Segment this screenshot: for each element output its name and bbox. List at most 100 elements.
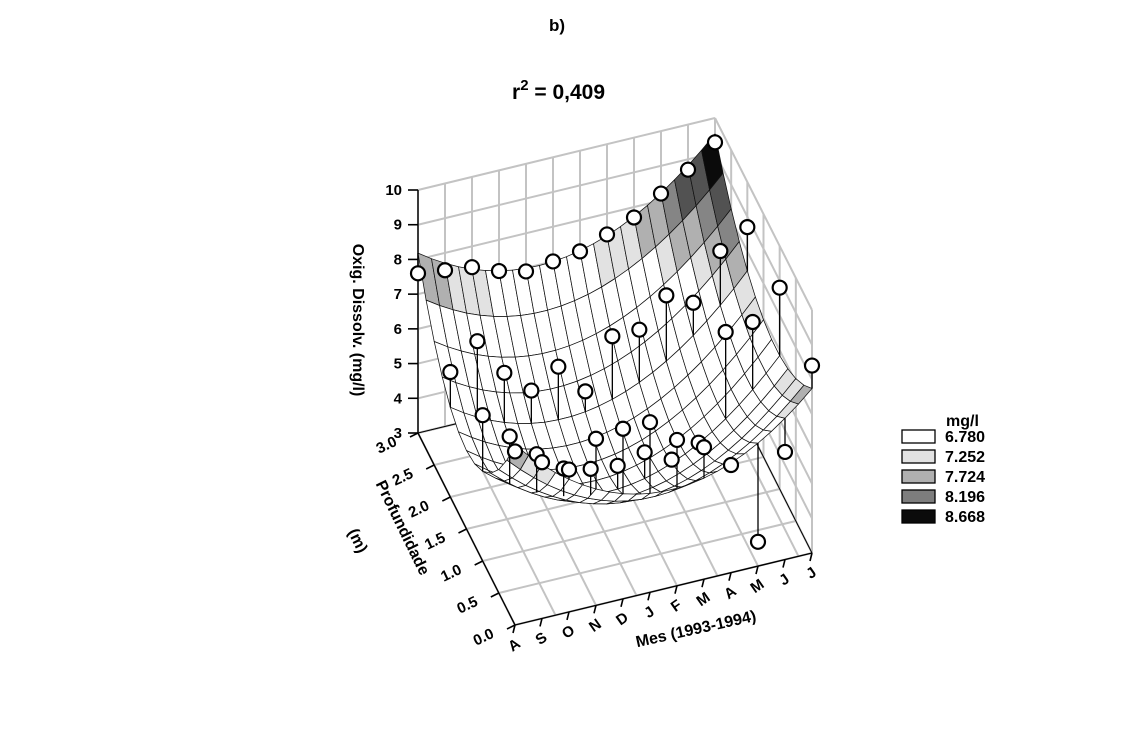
month-tick: [593, 605, 597, 614]
depth-tick-label: 1.5: [422, 529, 448, 553]
legend-value: 6.780: [945, 429, 985, 446]
rightwall-gridline: [714, 152, 813, 346]
z-tick-label: 10: [385, 182, 402, 199]
data-point-marker: [631, 321, 648, 338]
data-point-marker: [652, 185, 670, 202]
month-tick-label: O: [559, 622, 579, 643]
month-tick: [701, 578, 705, 588]
data-point-marker: [604, 328, 621, 345]
data-point-marker: [490, 262, 508, 280]
legend-swatch: [901, 449, 936, 464]
data-point-marker: [550, 358, 567, 375]
y-axis-title-group: Profundidade (m): [344, 478, 432, 578]
month-tick-label: D: [613, 609, 632, 629]
month-tick: [566, 611, 570, 621]
month-tick-label: F: [668, 596, 685, 615]
legend-value: 7.724: [945, 469, 985, 486]
month-tick-label: M: [693, 589, 713, 610]
month-tick: [809, 552, 813, 562]
data-point-marker: [533, 454, 551, 471]
depth-tick-label: 2.0: [406, 497, 432, 521]
month-axis-edge: [514, 552, 813, 626]
month-tick-label: J: [803, 564, 820, 583]
data-point-marker: [571, 243, 589, 260]
backwall-gridline: [417, 117, 716, 191]
floor-gridline: [498, 520, 797, 594]
depth-tick: [409, 432, 419, 438]
legend-swatch: [901, 469, 936, 484]
r-squared-base: r: [512, 81, 520, 104]
data-point-marker: [695, 439, 713, 456]
data-point-marker: [636, 444, 653, 461]
data-point-marker: [501, 428, 518, 445]
z-tick-label: 9: [394, 217, 402, 234]
data-point-marker: [803, 357, 821, 374]
data-point-marker: [560, 461, 578, 478]
z-tick-label: 7: [394, 286, 402, 303]
month-tick-label: M: [747, 576, 767, 597]
data-point-marker: [436, 262, 454, 279]
data-point-marker: [474, 407, 491, 424]
legend-swatch: [901, 509, 936, 524]
month-tick-label: S: [532, 629, 550, 649]
depth-tick: [425, 464, 435, 470]
depth-tick: [441, 496, 451, 502]
data-point-marker: [717, 323, 734, 341]
data-point-marker: [544, 253, 562, 270]
z-axis-title: Oxig. Dissolv. (mg/l): [349, 244, 366, 397]
surface-mesh: [417, 133, 813, 505]
depth-tick-label: 1.0: [438, 561, 464, 585]
data-point-marker: [517, 263, 535, 280]
month-tick-label: N: [586, 616, 605, 636]
data-point-marker: [771, 279, 788, 296]
depth-tick-label: 0.0: [471, 625, 497, 649]
data-point-marker: [609, 457, 626, 474]
month-tick: [728, 572, 732, 581]
month-tick-label: A: [721, 583, 740, 603]
legend-value: 7.252: [945, 449, 985, 466]
legend-swatch: [901, 429, 936, 444]
data-point-marker: [577, 383, 594, 400]
data-point-marker: [663, 451, 680, 468]
data-point-marker: [506, 443, 524, 460]
data-point-marker: [668, 431, 686, 449]
r-squared-rest: = 0,409: [529, 81, 605, 104]
depth-tick: [506, 624, 516, 630]
z-tick-label: 4: [394, 390, 403, 407]
month-tick: [782, 559, 786, 568]
month-tick: [512, 624, 516, 634]
month-tick: [620, 598, 624, 608]
depth-tick: [458, 528, 467, 534]
legend-value: 8.668: [945, 509, 985, 526]
data-point-marker: [409, 265, 427, 282]
data-point-marker: [523, 382, 540, 399]
data-point-marker: [685, 294, 702, 311]
data-point-marker: [587, 430, 605, 447]
depth-tick: [474, 560, 484, 566]
data-point-marker: [658, 287, 675, 304]
data-point-marker: [744, 313, 761, 331]
r-squared-sup: 2: [520, 77, 528, 94]
legend-swatch: [901, 489, 936, 504]
month-tick-label: A: [505, 635, 524, 655]
legend-value: 8.196: [945, 489, 985, 506]
data-point-marker: [598, 226, 616, 243]
scatter-points: [409, 134, 821, 550]
data-point-marker: [722, 456, 740, 474]
legend-title: mg/l: [946, 413, 979, 430]
depth-tick-label: 0.5: [454, 593, 480, 617]
data-point-marker: [442, 363, 459, 381]
backwall-gridline: [417, 151, 716, 226]
z-tick-label: 5: [394, 356, 402, 373]
z-tick-label: 3: [394, 425, 402, 442]
legend: 6.780 7.252 7.724 8.196 8.668: [901, 429, 985, 526]
data-point-marker: [496, 364, 513, 381]
data-point-marker: [614, 420, 632, 437]
month-tick: [674, 585, 678, 594]
data-point-marker: [712, 242, 729, 260]
data-point-marker: [749, 533, 767, 550]
z-tick-label: 6: [394, 321, 402, 338]
data-point-marker: [776, 443, 794, 461]
data-point-marker: [706, 134, 724, 151]
